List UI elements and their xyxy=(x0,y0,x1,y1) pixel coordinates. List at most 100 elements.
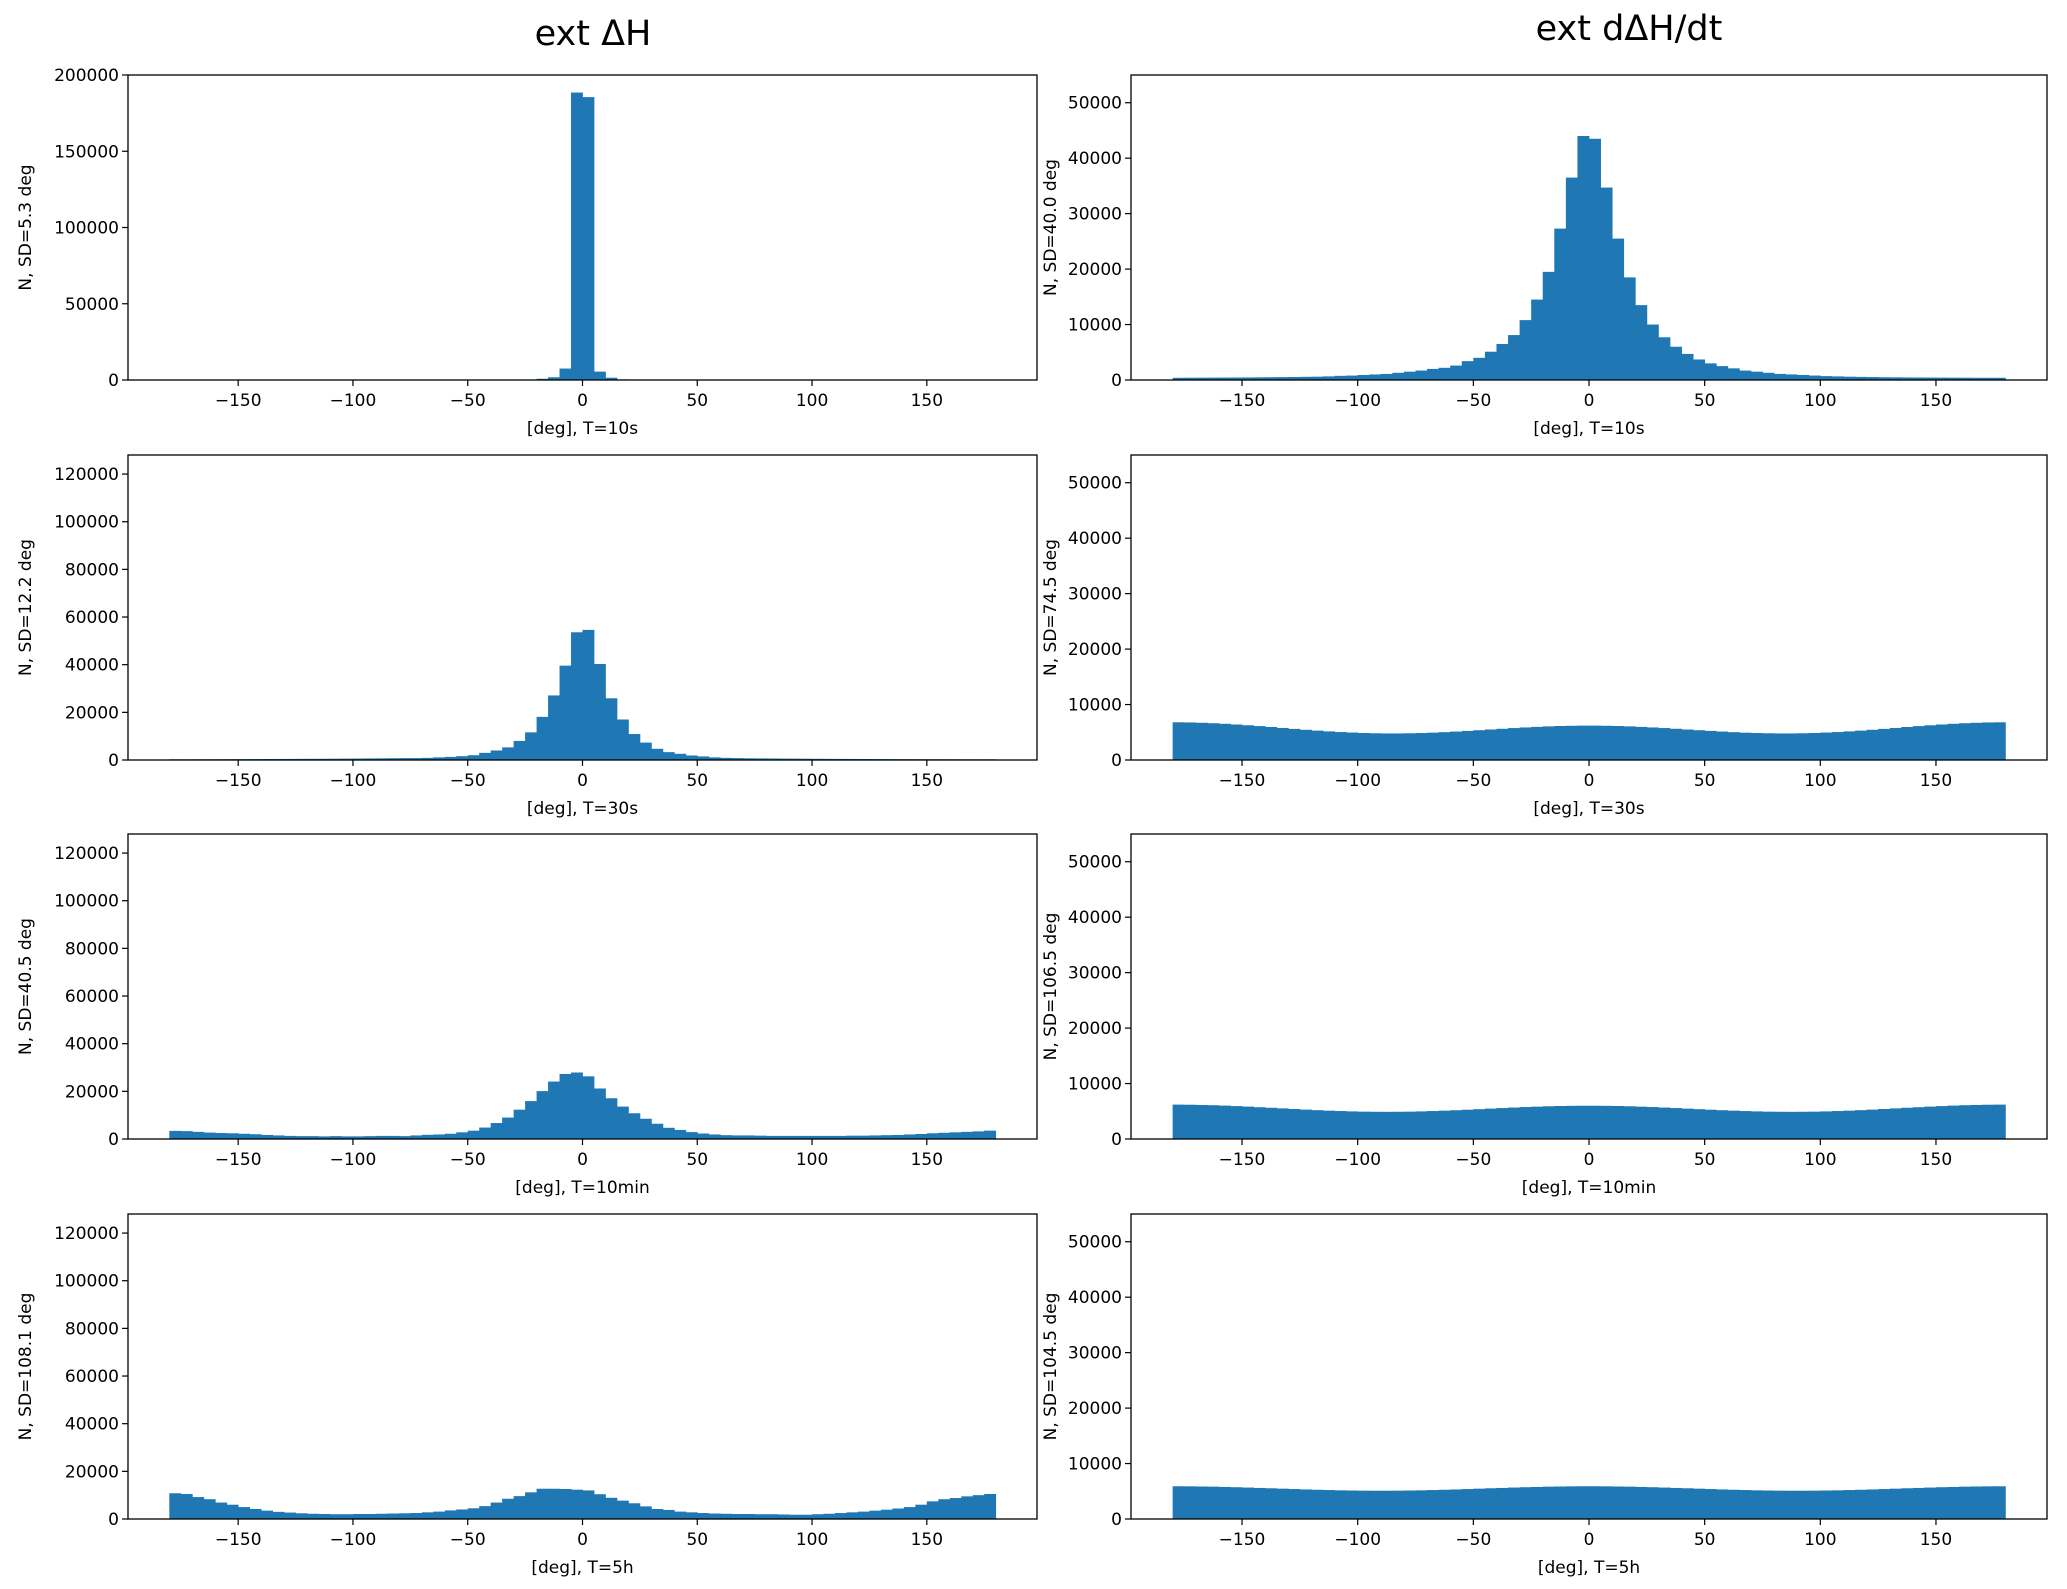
y-tick-label: 0 xyxy=(1111,1510,1122,1530)
histogram-bar xyxy=(1959,1105,1972,1139)
x-axis-label: [deg], T=30s xyxy=(527,799,638,819)
histogram-bar xyxy=(857,1511,870,1519)
histogram-bar xyxy=(1774,1490,1787,1519)
histogram-bar xyxy=(1623,1106,1636,1139)
histogram-bar xyxy=(1218,723,1231,760)
histogram-bar xyxy=(559,665,572,760)
histogram-bar xyxy=(915,1504,928,1519)
histogram-bar xyxy=(1831,1490,1844,1519)
histogram-bar xyxy=(1669,1108,1682,1139)
histogram-bar xyxy=(1322,731,1335,760)
histogram-bar xyxy=(1554,228,1567,380)
x-tick-label: 50 xyxy=(1694,391,1716,411)
x-tick-label: −150 xyxy=(215,1530,262,1550)
x-tick-label: −150 xyxy=(1219,1530,1266,1550)
x-tick-label: 100 xyxy=(796,1530,828,1550)
histogram-bar xyxy=(1253,1487,1266,1519)
y-tick-label: 50000 xyxy=(1068,1233,1122,1253)
y-tick-label: 40000 xyxy=(1068,149,1122,169)
histogram-bar xyxy=(490,1123,503,1139)
y-tick-label: 0 xyxy=(108,371,119,391)
histogram-bar xyxy=(1369,1490,1382,1519)
histogram-bar xyxy=(1380,1111,1393,1139)
histogram-bar xyxy=(1184,377,1197,380)
histogram-bar xyxy=(410,758,423,760)
histogram-bar xyxy=(674,1511,687,1519)
histogram-bar xyxy=(1762,1490,1775,1519)
histogram-bar xyxy=(1924,377,1937,380)
histogram-bar xyxy=(1450,1110,1463,1139)
histogram-bar xyxy=(938,1499,951,1519)
histogram-bar xyxy=(1623,277,1636,380)
histogram-bar xyxy=(1600,187,1613,380)
histogram-bar xyxy=(1531,726,1544,760)
histogram-bar xyxy=(605,698,618,760)
histogram-bar xyxy=(961,1496,974,1519)
histogram-bar xyxy=(1299,1109,1312,1139)
histogram-bar xyxy=(582,1076,595,1139)
histogram-bar xyxy=(926,1501,939,1519)
histogram-bar xyxy=(1496,1487,1509,1519)
histogram-bar xyxy=(1820,376,1833,380)
histogram-bar xyxy=(364,1136,377,1139)
histogram-bar xyxy=(1496,1108,1509,1139)
histogram-bar xyxy=(593,1088,606,1139)
histogram-bar xyxy=(1311,1110,1324,1139)
histogram-bar xyxy=(1230,1106,1243,1139)
histogram-bar xyxy=(261,1134,274,1139)
y-tick-label: 20000 xyxy=(1068,640,1122,660)
histogram-bar xyxy=(1866,1109,1879,1139)
histogram-bar xyxy=(1669,346,1682,380)
x-tick-label: 100 xyxy=(1804,391,1836,411)
histogram-bar xyxy=(375,1513,388,1519)
histogram-bar xyxy=(1427,1111,1440,1139)
histogram-bar xyxy=(1808,732,1821,760)
histogram-bar xyxy=(1299,376,1312,380)
histogram-bar xyxy=(1473,1109,1486,1139)
histogram-bar xyxy=(421,757,434,760)
histogram-bar xyxy=(226,1504,239,1519)
histogram-bar xyxy=(1912,1487,1925,1519)
histogram-bar xyxy=(525,1492,537,1519)
histogram-bar xyxy=(616,719,629,760)
x-tick-label: −100 xyxy=(330,1150,377,1170)
histogram-bar xyxy=(479,1506,492,1519)
histogram-bar xyxy=(1774,373,1787,380)
x-tick-label: −100 xyxy=(1334,771,1381,791)
histogram-bar xyxy=(467,755,480,760)
histogram-bar xyxy=(1658,728,1671,760)
histogram-bar xyxy=(754,1514,767,1519)
histogram-bar xyxy=(1484,1488,1497,1519)
histogram-bar xyxy=(1392,1111,1405,1139)
histogram-bar xyxy=(1415,1490,1428,1519)
histogram-bar xyxy=(1172,1486,1185,1519)
histogram-bar xyxy=(1565,1105,1578,1139)
histogram-bar xyxy=(1750,733,1763,760)
histogram-bar xyxy=(1693,730,1706,760)
histogram-bar xyxy=(639,1506,652,1519)
histogram-bar xyxy=(1311,730,1324,760)
histogram-bar xyxy=(1288,728,1301,760)
histogram-bar xyxy=(616,1106,629,1139)
histogram-bar xyxy=(1265,1107,1278,1139)
histogram-bar xyxy=(215,1133,228,1139)
histogram-bar xyxy=(1878,1108,1891,1139)
histogram-bar xyxy=(456,1132,469,1139)
histogram-bar xyxy=(766,1135,779,1139)
y-tick-label: 20000 xyxy=(1068,260,1122,280)
x-tick-label: −150 xyxy=(215,1150,262,1170)
histogram-bar xyxy=(984,1130,997,1139)
histogram-bar xyxy=(1242,725,1254,760)
histogram-bar xyxy=(1450,731,1463,760)
histogram-bar xyxy=(1646,1487,1659,1519)
histogram-bar xyxy=(364,758,377,760)
histogram-bar xyxy=(1346,1111,1359,1139)
histogram-panel: −150 −100 −50 0 50 100 150 0 50000 100000 150000 20… xyxy=(16,66,1038,439)
histogram-bar xyxy=(1403,1490,1416,1519)
x-tick-label: 150 xyxy=(1920,1530,1952,1550)
histogram-bar xyxy=(1993,1104,2006,1139)
histogram-bar xyxy=(1959,1486,1972,1519)
histogram-bar xyxy=(1484,351,1497,380)
histogram-bar xyxy=(949,1132,962,1139)
histogram-bar xyxy=(1901,1107,1914,1139)
